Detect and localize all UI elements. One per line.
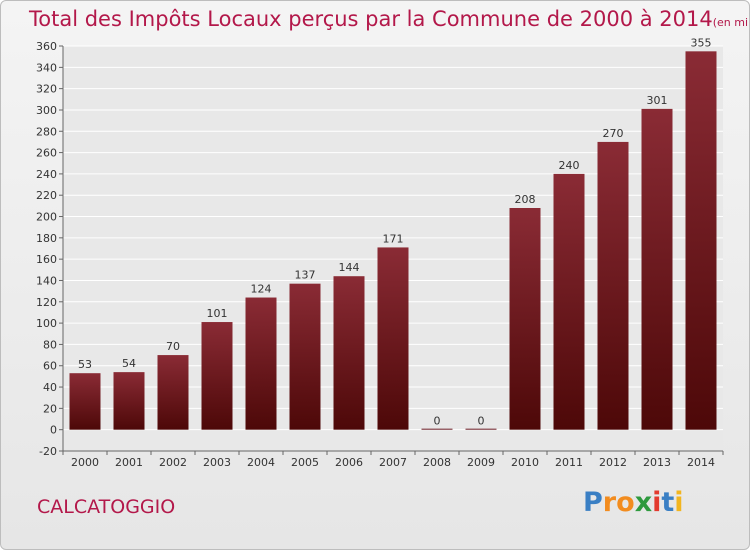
x-tick-label: 2012 (599, 456, 627, 469)
commune-name: CALCATOGGIO (37, 496, 176, 518)
labels: -20 0 20 40 60 80 100 120 140 160 180 200 220 240 260 2… (36, 36, 715, 469)
y-tick-label: 240 (36, 168, 57, 181)
data-label: 301 (647, 94, 668, 107)
bar-2004 (245, 297, 277, 430)
chart-title-row: Total des Impôts Locaux perçus par la Co… (29, 7, 749, 31)
data-label: 0 (434, 415, 441, 428)
data-label: 70 (166, 340, 180, 353)
logo-letter: P (583, 487, 603, 518)
data-label: 208 (515, 193, 536, 206)
y-tick-label: 220 (36, 189, 57, 202)
chart-unit: (en milliers d'€) (712, 16, 749, 29)
bar-2008 (421, 428, 453, 430)
y-tick-label: 0 (50, 424, 57, 437)
data-label: 144 (339, 261, 360, 274)
y-tick-label: 320 (36, 83, 57, 96)
x-tick-label: 2000 (71, 456, 99, 469)
x-tick-label: 2006 (335, 456, 363, 469)
y-tick-label: 100 (36, 317, 57, 330)
y-tick-label: 80 (43, 338, 57, 351)
bar-2013 (641, 108, 673, 430)
logo-letter: o (616, 487, 635, 518)
bar-2007 (377, 247, 409, 430)
bar-2000 (69, 373, 101, 430)
bars (69, 51, 717, 430)
bar-2010 (509, 208, 541, 430)
proxiti-logo: Proxiti (583, 487, 684, 518)
y-tick-label: 120 (36, 296, 57, 309)
data-label: 54 (122, 357, 136, 370)
x-tick-label: 2009 (467, 456, 495, 469)
bar-2012 (597, 141, 629, 430)
bar-2005 (289, 283, 321, 430)
logo-letter: i (652, 487, 662, 518)
logo-letter: t (661, 487, 675, 518)
x-tick-label: 2011 (555, 456, 583, 469)
y-tick-label: -20 (39, 445, 57, 458)
bar-2006 (333, 276, 365, 430)
data-label: 240 (559, 159, 580, 172)
x-tick-label: 2003 (203, 456, 231, 469)
data-label: 124 (251, 283, 272, 296)
y-tick-label: 260 (36, 147, 57, 160)
x-tick-label: 2014 (687, 456, 715, 469)
x-tick-label: 2008 (423, 456, 451, 469)
bar-2003 (201, 322, 233, 430)
x-tick-label: 2002 (159, 456, 187, 469)
bar-2001 (113, 372, 145, 430)
x-tick-label: 2005 (291, 456, 319, 469)
y-tick-label: 40 (43, 381, 57, 394)
bar-2002 (157, 355, 189, 430)
logo-letter: i (674, 487, 684, 518)
data-label: 0 (478, 415, 485, 428)
y-tick-label: 340 (36, 61, 57, 74)
x-tick-label: 2001 (115, 456, 143, 469)
data-label: 101 (207, 307, 228, 320)
y-tick-label: 200 (36, 211, 57, 224)
y-tick-label: 20 (43, 402, 57, 415)
data-label: 270 (603, 127, 624, 140)
data-label: 53 (78, 358, 92, 371)
data-label: 137 (295, 269, 316, 282)
data-label: 171 (383, 232, 404, 245)
y-tick-label: 140 (36, 274, 57, 287)
x-tick-label: 2010 (511, 456, 539, 469)
bar-2009 (465, 428, 497, 430)
y-tick-label: 280 (36, 125, 57, 138)
x-tick-label: 2004 (247, 456, 275, 469)
y-tick-label: 300 (36, 104, 57, 117)
x-tick-label: 2007 (379, 456, 407, 469)
logo-letter: x (634, 487, 653, 518)
y-tick-label: 180 (36, 232, 57, 245)
x-tick-label: 2013 (643, 456, 671, 469)
y-tick-label: 160 (36, 253, 57, 266)
y-tick-label: 60 (43, 360, 57, 373)
bar-2014 (685, 51, 717, 430)
y-tick-label: 360 (36, 40, 57, 53)
bar-2011 (553, 173, 585, 430)
axes (59, 45, 724, 455)
data-label: 355 (691, 36, 712, 49)
logo-letter: r (602, 487, 617, 518)
chart-title: Total des Impôts Locaux perçus par la Co… (29, 7, 713, 31)
